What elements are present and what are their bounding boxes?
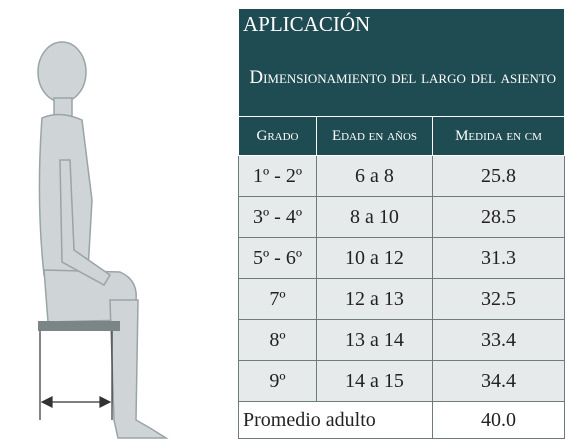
footer-value: 40.0 xyxy=(431,401,566,439)
table-row: 7º 12 a 13 32.5 xyxy=(238,278,566,320)
header-cell: Grado xyxy=(238,116,317,156)
table-cell: 6 a 8 xyxy=(316,155,433,197)
table-title: APLICACIÓN xyxy=(237,8,566,40)
table-cell: 14 a 15 xyxy=(316,360,433,402)
table-subtitle: Dimensionamiento del largo del asiento xyxy=(237,40,566,117)
table-cell: 1º - 2º xyxy=(238,155,317,197)
dimension-table: APLICACIÓN Dimensionamiento del largo de… xyxy=(237,8,566,439)
table-cell: 9º xyxy=(238,360,317,402)
table-row: 5º - 6º 10 a 12 31.3 xyxy=(238,237,566,279)
seat xyxy=(38,321,120,331)
table-cell: 5º - 6º xyxy=(238,237,317,279)
table-row: 3º - 4º 8 a 10 28.5 xyxy=(238,196,566,238)
table-cell: 8º xyxy=(238,319,317,361)
header-cell: Edad en años xyxy=(316,116,433,156)
table-cell: 7º xyxy=(238,278,317,320)
table-cell: 13 a 14 xyxy=(316,319,433,361)
table-cell: 3º - 4º xyxy=(238,196,317,238)
table-cell: 32.5 xyxy=(431,278,566,320)
footer-label: Promedio adulto xyxy=(238,401,433,439)
table-cell: 8 a 10 xyxy=(316,196,433,238)
footer-row: Promedio adulto 40.0 xyxy=(238,401,566,439)
table-cell: 31.3 xyxy=(431,237,566,279)
table-cell: 34.4 xyxy=(431,360,566,402)
table-cell: 10 a 12 xyxy=(316,237,433,279)
table-cell: 28.5 xyxy=(431,196,566,238)
table-body: 1º - 2º 6 a 8 25.8 3º - 4º 8 a 10 28.5 5º - 6º… xyxy=(238,155,566,402)
table-row: 9º 14 a 15 34.4 xyxy=(238,360,566,402)
header-cell: Medida en cm xyxy=(431,116,566,156)
seated-figure xyxy=(37,41,169,439)
table-row: 8º 13 a 14 33.4 xyxy=(238,319,566,361)
header-row: Grado Edad en años Medida en cm xyxy=(238,116,566,156)
table-cell: 12 a 13 xyxy=(316,278,433,320)
table-row: 1º - 2º 6 a 8 25.8 xyxy=(238,155,566,197)
table-cell: 25.8 xyxy=(431,155,566,197)
table-cell: 33.4 xyxy=(431,319,566,361)
